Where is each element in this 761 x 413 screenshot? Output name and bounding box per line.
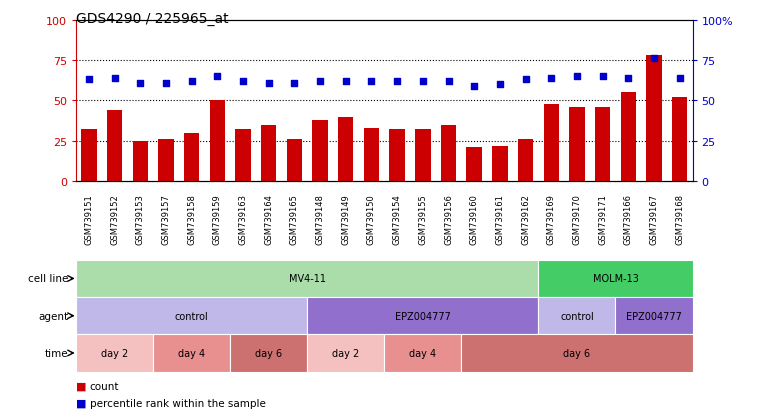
- Text: GSM739151: GSM739151: [84, 193, 94, 244]
- Text: GSM739162: GSM739162: [521, 193, 530, 244]
- Text: GSM739167: GSM739167: [649, 193, 658, 244]
- Point: [314, 78, 326, 85]
- Text: GSM739160: GSM739160: [470, 193, 479, 244]
- Bar: [132, 141, 148, 182]
- Text: GSM739158: GSM739158: [187, 193, 196, 244]
- Text: control: control: [175, 311, 209, 321]
- Text: GSM739164: GSM739164: [264, 193, 273, 244]
- Text: GSM739152: GSM739152: [110, 193, 119, 244]
- Text: GSM739155: GSM739155: [419, 193, 428, 244]
- Text: GSM739161: GSM739161: [495, 193, 505, 244]
- Bar: [364, 128, 379, 182]
- Bar: [517, 140, 533, 182]
- Bar: [543, 104, 559, 182]
- Point: [520, 77, 532, 83]
- Text: GSM739171: GSM739171: [598, 193, 607, 244]
- Text: GSM739156: GSM739156: [444, 193, 453, 244]
- Text: GSM739163: GSM739163: [238, 193, 247, 244]
- Bar: [312, 121, 328, 182]
- Point: [648, 56, 660, 63]
- Bar: [646, 56, 661, 182]
- Bar: [210, 101, 225, 182]
- Point: [494, 82, 506, 88]
- Text: percentile rank within the sample: percentile rank within the sample: [90, 398, 266, 408]
- Bar: [235, 130, 250, 182]
- Point: [134, 80, 146, 87]
- Text: GSM739149: GSM739149: [341, 193, 350, 244]
- Point: [186, 78, 198, 85]
- Text: day 6: day 6: [255, 348, 282, 358]
- Bar: [390, 130, 405, 182]
- Text: GSM739150: GSM739150: [367, 193, 376, 244]
- Text: count: count: [90, 381, 119, 391]
- Text: GSM739170: GSM739170: [572, 193, 581, 244]
- Point: [365, 78, 377, 85]
- Text: GSM739154: GSM739154: [393, 193, 402, 244]
- Point: [468, 83, 480, 90]
- Point: [237, 78, 249, 85]
- Text: GSM739168: GSM739168: [675, 193, 684, 244]
- Text: ■: ■: [76, 398, 87, 408]
- Text: cell line: cell line: [28, 274, 68, 284]
- Bar: [338, 117, 353, 182]
- Text: GSM739153: GSM739153: [135, 193, 145, 244]
- Bar: [569, 108, 584, 182]
- Bar: [595, 108, 610, 182]
- Bar: [441, 125, 456, 182]
- Bar: [492, 146, 508, 182]
- Bar: [261, 125, 276, 182]
- Text: agent: agent: [38, 311, 68, 321]
- Text: GSM739148: GSM739148: [316, 193, 325, 244]
- Text: time: time: [45, 348, 68, 358]
- Text: day 6: day 6: [563, 348, 591, 358]
- Point: [391, 78, 403, 85]
- Text: ■: ■: [76, 381, 87, 391]
- Text: day 4: day 4: [178, 348, 205, 358]
- Text: EPZ004777: EPZ004777: [626, 311, 682, 321]
- Bar: [184, 133, 199, 182]
- Point: [597, 74, 609, 80]
- Bar: [158, 140, 174, 182]
- Bar: [107, 111, 123, 182]
- Text: GDS4290 / 225965_at: GDS4290 / 225965_at: [76, 12, 229, 26]
- Text: GSM739169: GSM739169: [546, 193, 556, 244]
- Point: [545, 75, 557, 82]
- Bar: [287, 140, 302, 182]
- Point: [212, 74, 224, 80]
- Text: GSM739165: GSM739165: [290, 193, 299, 244]
- Text: day 2: day 2: [332, 348, 359, 358]
- Point: [571, 74, 583, 80]
- Point: [417, 78, 429, 85]
- Point: [622, 75, 635, 82]
- Text: EPZ004777: EPZ004777: [395, 311, 451, 321]
- Point: [442, 78, 454, 85]
- Point: [288, 80, 301, 87]
- Text: control: control: [560, 311, 594, 321]
- Point: [263, 80, 275, 87]
- Point: [83, 77, 95, 83]
- Point: [109, 75, 121, 82]
- Text: MOLM-13: MOLM-13: [593, 274, 638, 284]
- Bar: [416, 130, 431, 182]
- Bar: [620, 93, 636, 182]
- Point: [339, 78, 352, 85]
- Text: GSM739166: GSM739166: [624, 193, 633, 244]
- Text: day 2: day 2: [101, 348, 129, 358]
- Point: [673, 75, 686, 82]
- Bar: [466, 148, 482, 182]
- Text: GSM739157: GSM739157: [161, 193, 170, 244]
- Text: GSM739159: GSM739159: [213, 193, 222, 244]
- Text: day 4: day 4: [409, 348, 436, 358]
- Point: [160, 80, 172, 87]
- Bar: [81, 130, 97, 182]
- Bar: [672, 98, 687, 182]
- Text: MV4-11: MV4-11: [288, 274, 326, 284]
